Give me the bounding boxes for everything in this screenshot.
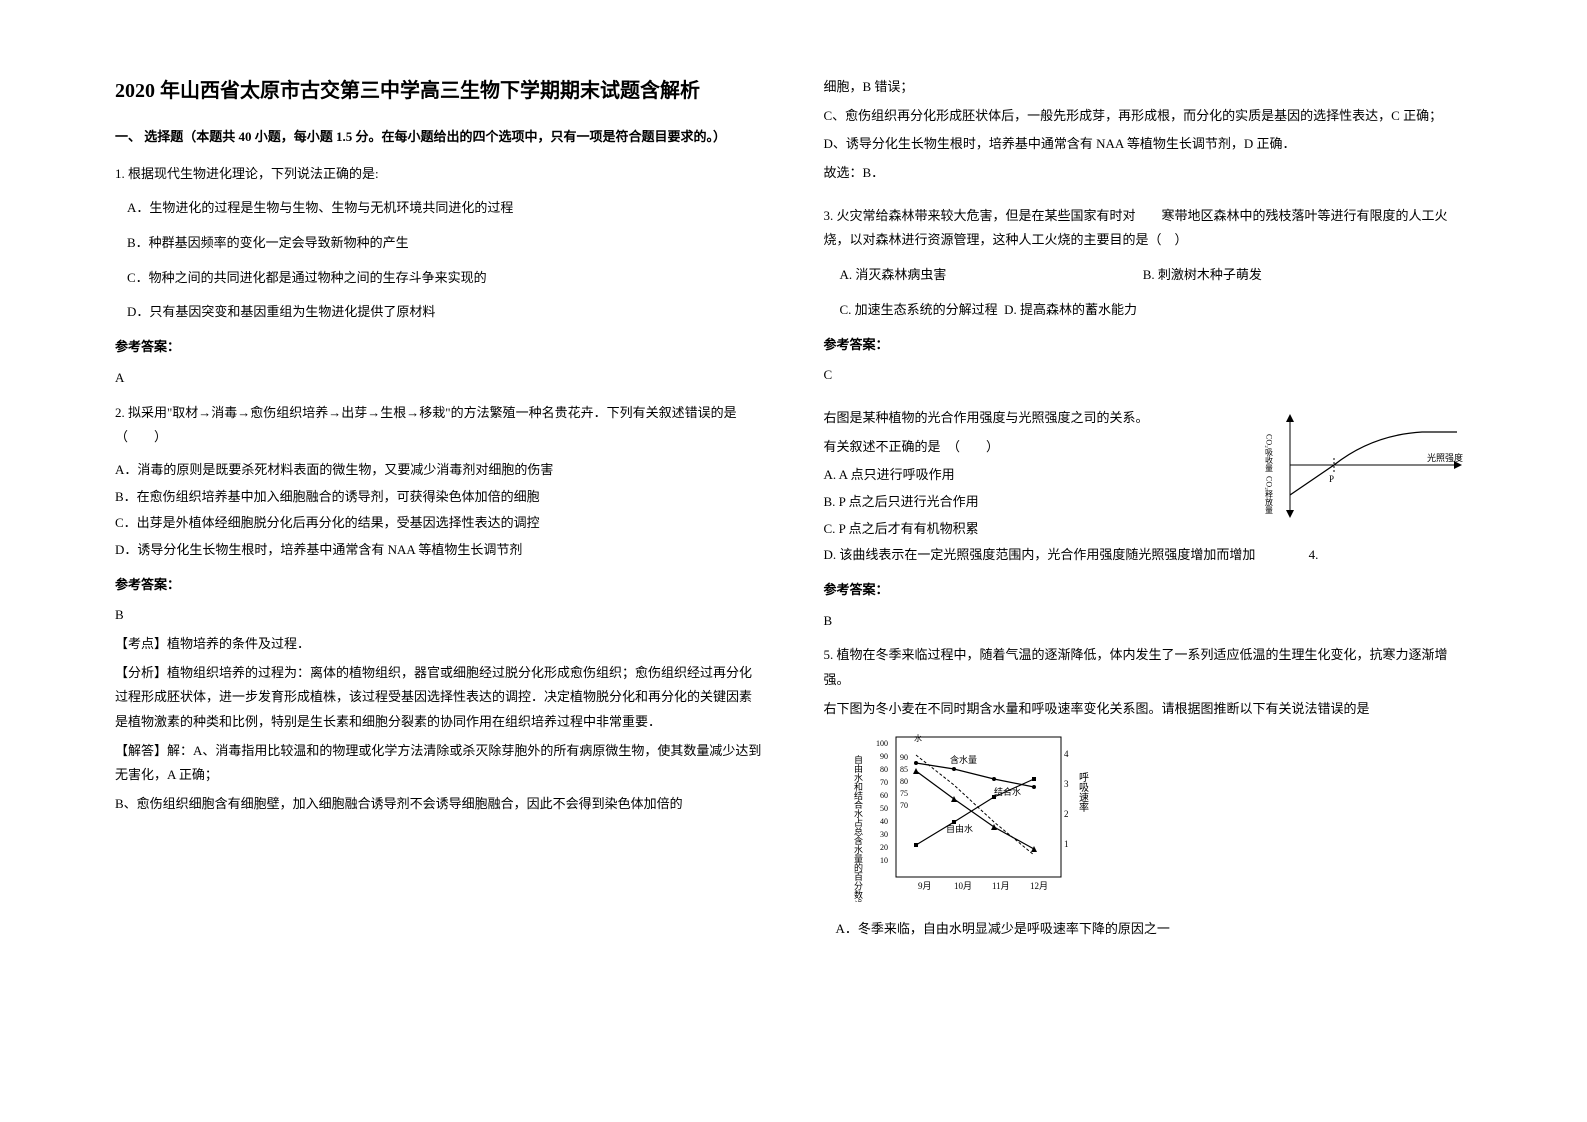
q3-option-a: A. 消灭森林病虫害 [840, 263, 1060, 288]
svg-text:4: 4 [1064, 749, 1069, 759]
answer-label: 参考答案： [824, 333, 1473, 358]
svg-text:50: 50 [880, 804, 888, 813]
q2-option-d: D．诱导分化生长物生根时，培养基中通常含有 NAA 等植物生长调节剂 [115, 538, 764, 563]
q4-stem-pre: 右图是某种植物的光合作用强度与光照强度之司的关系。 [824, 406, 1258, 431]
svg-text:60: 60 [880, 791, 888, 800]
q4-option-c: C. P 点之后才有有机物积累 [824, 517, 1258, 542]
question-5: 5. 植物在冬季来临过程中，随着气温的逐渐降低，体内发生了一系列适应低温的生理生… [824, 643, 1473, 941]
svg-text:呼吸速率: 呼吸速率 [1076, 772, 1088, 813]
q3-option-d: D. 提高森林的蓄水能力 [1004, 302, 1137, 317]
q4-option-d: D. 该曲线表示在一定光照强度范围内，光合作用强度随光照强度增加而增加 [824, 547, 1256, 562]
q1-stem: 1. 根据现代生物进化理论，下列说法正确的是: [115, 162, 764, 187]
svg-text:水: 水 [914, 733, 922, 743]
q2-kaodian: 【考点】植物培养的条件及过程． [115, 632, 764, 657]
q3-option-c: C. 加速生态系统的分解过程 [840, 302, 998, 317]
q4-chart: P CO₂吸收量 CO₂释放量 光照强度 [1262, 410, 1472, 529]
page-title: 2020 年山西省太原市古交第三中学高三生物下学期期末试题含解析 [115, 75, 764, 107]
q5-stem2: 右下图为冬小麦在不同时期含水量和呼吸速率变化关系图。请根据图推断以下有关说法错误… [824, 697, 1473, 722]
q2-fenxi: 【分析】植物组织培养的过程为：离体的植物组织，器官或细胞经过脱分化形成愈伤组织；… [115, 661, 764, 735]
light-intensity-chart-icon: P CO₂吸收量 CO₂释放量 光照强度 [1262, 410, 1472, 520]
q4-option-a: A. A 点只进行呼吸作用 [824, 463, 1258, 488]
svg-text:80: 80 [900, 777, 908, 786]
svg-text:10: 10 [880, 856, 888, 865]
svg-text:CO₂释放量: CO₂释放量 [1265, 476, 1274, 514]
q2-choose: 故选：B． [824, 161, 1473, 186]
q2-jieda-a: 【解答】解：A、消毒指用比较温和的物理或化学方法清除或杀灭除芽胞外的所有病原微生… [115, 739, 764, 788]
answer-label: 参考答案： [115, 573, 764, 598]
svg-text:100: 100 [876, 739, 888, 748]
svg-text:75: 75 [900, 789, 908, 798]
q5-option-a: A．冬季来临，自由水明显减少是呼吸速率下降的原因之一 [836, 917, 1473, 942]
svg-text:80: 80 [880, 765, 888, 774]
svg-text:结合水: 结合水 [994, 786, 1021, 797]
q3-stem: 3. 火灾常给森林带来较大危害，但是在某些国家有时对 寒带地区森林中的残枝落叶等… [824, 204, 1473, 253]
svg-text:70: 70 [900, 801, 908, 810]
q2-cont-c: C、愈伤组织再分化形成胚状体后，一般先形成芽，再形成根，而分化的实质是基因的选择… [824, 104, 1473, 129]
svg-text:2: 2 [1064, 809, 1069, 819]
q5-stem1: 5. 植物在冬季来临过程中，随着气温的逐渐降低，体内发生了一系列适应低温的生理生… [824, 643, 1473, 692]
q2-answer: B [115, 603, 764, 628]
q4-number: 4. [1309, 543, 1319, 568]
svg-text:光照强度: 光照强度 [1427, 452, 1463, 463]
svg-text:P: P [1329, 474, 1334, 484]
q1-answer: A [115, 366, 764, 391]
svg-text:自由水: 自由水 [946, 823, 973, 834]
question-2: 2. 拟采用"取材→消毒→愈伤组织培养→出芽→生根→移栽"的方法繁殖一种名贵花卉… [115, 401, 764, 817]
svg-text:90: 90 [900, 753, 908, 762]
q1-option-b: B．种群基因频率的变化一定会导致新物种的产生 [127, 231, 764, 256]
q1-option-a: A．生物进化的过程是生物与生物、生物与无机环境共同进化的过程 [127, 196, 764, 221]
question-3: 3. 火灾常给森林带来较大危害，但是在某些国家有时对 寒带地区森林中的残枝落叶等… [824, 204, 1473, 388]
svg-text:3: 3 [1064, 779, 1069, 789]
svg-text:12月: 12月 [1030, 881, 1048, 891]
q3-answer: C [824, 363, 1473, 388]
q2-option-a: A．消毒的原则是既要杀死材料表面的微生物，又要减少消毒剂对细胞的伤害 [115, 458, 764, 483]
svg-text:含水量: 含水量 [950, 754, 977, 765]
answer-label: 参考答案： [115, 335, 764, 360]
q2-jieda-b: B、愈伤组织细胞含有细胞壁，加入细胞融合诱导剂不会诱导细胞融合，因此不会得到染色… [115, 792, 764, 817]
q4-option-b: B. P 点之后只进行光合作用 [824, 490, 1258, 515]
section-header: 一、 选择题（本题共 40 小题，每小题 1.5 分。在每小题给出的四个选项中，… [115, 125, 764, 150]
svg-text:10月: 10月 [954, 881, 972, 891]
svg-text:40: 40 [880, 817, 888, 826]
q1-option-d: D．只有基因突变和基因重组为生物进化提供了原材料 [127, 300, 764, 325]
q1-option-c: C．物种之间的共同进化都是通过物种之间的生存斗争来实现的 [127, 266, 764, 291]
q3-option-b: B. 刺激树木种子萌发 [1143, 263, 1262, 288]
question-4: 右图是某种植物的光合作用强度与光照强度之司的关系。 有关叙述不正确的是 （ ） … [824, 406, 1473, 634]
svg-text:自由水和结合水占总含水量的百分数%: 自由水和结合水占总含水量的百分数% [854, 754, 863, 902]
svg-text:20: 20 [880, 843, 888, 852]
svg-text:1: 1 [1064, 839, 1069, 849]
svg-text:30: 30 [880, 830, 888, 839]
q2-option-c: C．出芽是外植体经细胞脱分化后再分化的结果，受基因选择性表达的调控 [115, 511, 764, 536]
water-respiration-chart-icon: 自由水和结合水占总含水量的百分数% 呼吸速率 100 90 80 70 60 5… [854, 727, 1104, 902]
q5-chart: 自由水和结合水占总含水量的百分数% 呼吸速率 100 90 80 70 60 5… [854, 727, 1473, 911]
answer-label: 参考答案： [824, 578, 1473, 603]
svg-text:CO₂吸收量: CO₂吸收量 [1265, 434, 1274, 472]
q4-stem-q: 有关叙述不正确的是 （ ） [824, 435, 1258, 460]
q4-answer: B [824, 609, 1473, 634]
question-1: 1. 根据现代生物进化理论，下列说法正确的是: A．生物进化的过程是生物与生物、… [115, 162, 764, 391]
svg-text:90: 90 [880, 752, 888, 761]
q2-stem: 2. 拟采用"取材→消毒→愈伤组织培养→出芽→生根→移栽"的方法繁殖一种名贵花卉… [115, 401, 764, 450]
svg-text:11月: 11月 [992, 881, 1010, 891]
q2-cont-d: D、诱导分化生长物生根时，培养基中通常含有 NAA 等植物生长调节剂，D 正确． [824, 132, 1473, 157]
svg-text:70: 70 [880, 778, 888, 787]
q2-cont-b: 细胞，B 错误； [824, 75, 1473, 100]
svg-text:85: 85 [900, 765, 908, 774]
svg-text:9月: 9月 [918, 881, 932, 891]
q2-option-b: B．在愈伤组织培养基中加入细胞融合的诱导剂，可获得染色体加倍的细胞 [115, 485, 764, 510]
